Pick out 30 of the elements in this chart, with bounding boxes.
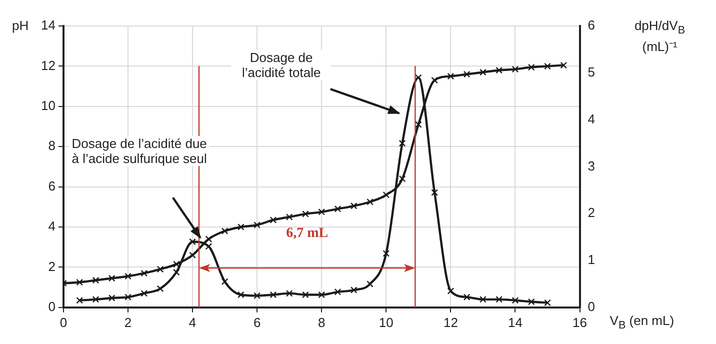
y2-tick-label: 3 — [588, 158, 596, 174]
x-tick-label: 16 — [572, 314, 588, 330]
x-tick-label: 8 — [318, 314, 326, 330]
x-tick-label: 0 — [60, 314, 68, 330]
y-tick-label: 4 — [48, 218, 56, 234]
annotation: Dosage de l’acidité due à l’acide sulfurique seul — [69, 136, 210, 166]
y-axis-title: pH — [12, 18, 29, 33]
annotation: Dosage de l’acidité totale — [231, 50, 332, 80]
annotation: 6,7 mL — [286, 226, 328, 242]
x-tick-label: 4 — [188, 314, 196, 330]
y-tick-label: 10 — [40, 98, 56, 113]
y-tick-label: 2 — [48, 258, 56, 274]
x-tick-label: 12 — [443, 314, 458, 330]
y2-tick-label: 5 — [588, 64, 596, 80]
y2-tick-label: 6 — [588, 18, 596, 33]
y2-tick-label: 4 — [588, 111, 596, 126]
y2-tick-label: 0 — [588, 298, 596, 314]
x-tick-label: 6 — [253, 314, 261, 330]
x-tick-label: 14 — [508, 314, 522, 330]
y-tick-label: 12 — [40, 58, 56, 73]
x-tick-label: 2 — [124, 314, 132, 330]
y2-tick-label: 2 — [588, 205, 596, 220]
y-tick-label: 14 — [40, 18, 56, 33]
x-tick-label: 10 — [378, 314, 394, 330]
y-tick-label: 0 — [48, 298, 56, 314]
x-axis-title: V$_{B}$ (en mL) — [610, 313, 674, 332]
y-tick-label: 8 — [48, 138, 56, 154]
y2-tick-label: 1 — [588, 252, 596, 268]
y-tick-label: 6 — [48, 178, 56, 194]
y2-axis-title: dpH/dV$_{B}$ (mL)⁻¹ — [633, 18, 686, 55]
